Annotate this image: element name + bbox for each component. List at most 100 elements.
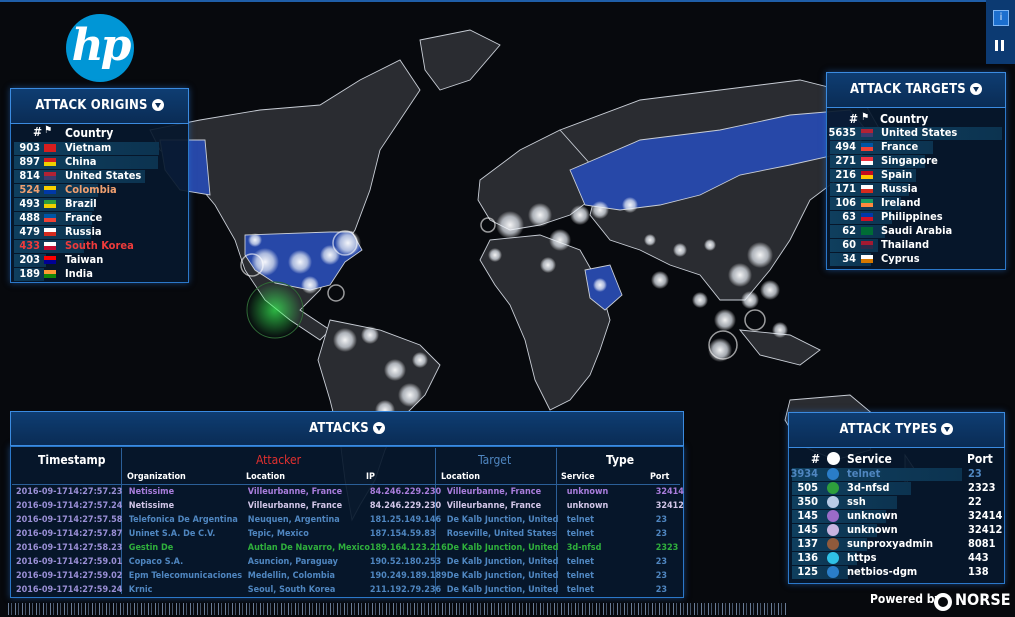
list-item: 350 ssh 22 (788, 495, 1000, 509)
target-count: 5635 (828, 126, 856, 139)
service-dot-icon (827, 510, 839, 522)
origin-count: 479 (19, 225, 40, 238)
attack-types-header[interactable]: ATTACK TYPES (788, 412, 1005, 448)
type-port: 32414 (968, 509, 1003, 522)
table-row[interactable]: 2016-09-17 14:27:57.87 Uninet S.A. De C.V.… (16, 527, 690, 541)
origin-country: India (65, 267, 93, 280)
info-button[interactable]: i (993, 10, 1009, 26)
origin-country: Brazil (65, 197, 97, 210)
attack-ip: 190.52.180.253 (369, 557, 442, 567)
top-border (0, 0, 1015, 2)
attack-date: 2016-09-17 (16, 557, 68, 567)
flag-icon-cn (44, 158, 56, 166)
type-port: 443 (968, 551, 989, 564)
target-count: 60 (842, 238, 856, 251)
attack-origins-header[interactable]: ATTACK ORIGINS (10, 88, 189, 124)
flag-icon-br (44, 200, 56, 208)
type-port: 2323 (968, 481, 996, 494)
collapse-icon[interactable] (372, 422, 385, 434)
attack-org: Telefonica De Argentina (128, 515, 238, 525)
table-row[interactable]: 2016-09-17 14:27:59.24 Krnic Seoul, South K… (16, 583, 690, 597)
attacks-header[interactable]: ATTACKS (10, 411, 684, 446)
target-bar (830, 141, 933, 154)
attacks-sub-service: Service (561, 472, 595, 482)
origin-count: 524 (19, 183, 40, 196)
flag-icon-ie (861, 199, 873, 207)
type-count: 145 (797, 523, 818, 536)
service-dot-icon (827, 482, 839, 494)
attacks-col-timestamp: Timestamp (38, 453, 106, 467)
collapse-icon[interactable] (941, 423, 954, 435)
origin-count: 433 (19, 239, 40, 252)
attacks-col-divider (121, 448, 122, 594)
collapse-icon[interactable] (969, 83, 982, 95)
flag-icon-sa (861, 227, 873, 235)
attack-org: Copaco S.A. (128, 557, 184, 567)
targets-col-num: # (849, 112, 859, 126)
norse-logo-icon (934, 593, 952, 611)
attack-port: 32414 (655, 487, 684, 497)
target-count: 63 (842, 210, 856, 223)
flag-icon-fr (861, 143, 873, 151)
attack-date: 2016-09-17 (16, 487, 68, 497)
attack-loc: Asuncion, Paraguay (247, 557, 338, 567)
target-country: Ireland (881, 196, 921, 209)
attack-tloc: Villeurbanne, France (446, 501, 542, 511)
type-port: 22 (968, 495, 982, 508)
flag-icon-ru (44, 228, 56, 236)
side-controls: i (986, 0, 1015, 64)
list-item: 479 Russia (14, 225, 184, 239)
table-row[interactable]: 2016-09-17 14:27:59.02 Epm Telecomunicacio… (16, 569, 690, 583)
table-row[interactable]: 2016-09-17 14:27:58.23 Gestin De Autlan De … (16, 541, 690, 555)
greenland-land (419, 29, 501, 91)
list-item: 189 India (14, 267, 184, 281)
attacks-col-attacker: Attacker (256, 453, 302, 467)
table-row[interactable]: 2016-09-17 14:27:59.01 Copaco S.A. Asuncion… (16, 555, 690, 569)
target-bar (830, 127, 1002, 140)
list-item: 60 Thailand (826, 238, 1001, 252)
table-row[interactable]: 2016-09-17 14:27:57.58 Telefonica De Argen… (16, 513, 690, 527)
list-item: 494 France (826, 140, 1001, 154)
target-count: 494 (835, 140, 856, 153)
powered-by-label: Powered by (870, 592, 942, 606)
target-count: 62 (842, 224, 856, 237)
list-item: 137 sunproxyadmin 8081 (788, 537, 1000, 551)
africa-land (479, 234, 611, 411)
flag-icon-th (861, 241, 873, 249)
origin-bar (14, 268, 44, 281)
attack-markers (248, 197, 788, 420)
origin-count: 189 (19, 267, 40, 280)
types-col-port: Port (967, 452, 993, 466)
attack-time: 14:27:59.01 (67, 557, 123, 567)
table-row[interactable]: 2016-09-17 14:27:57.23 Netissime Villeurban… (16, 485, 690, 499)
attack-time: 14:27:57.58 (67, 515, 123, 525)
collapse-icon[interactable] (151, 99, 164, 111)
attack-targets-header[interactable]: ATTACK TARGETS (826, 72, 1006, 108)
attack-port: 23 (655, 557, 668, 567)
attack-service: 3d-nfsd (566, 543, 602, 553)
attacks-col-divider (435, 448, 436, 594)
attack-loc: Medellin, Colombia (247, 571, 335, 581)
attack-tloc: Villeurbanne, France (446, 487, 542, 497)
target-bar (830, 253, 871, 266)
origin-country: Taiwan (65, 253, 104, 266)
pause-button[interactable] (995, 40, 998, 51)
attacks-title: ATTACKS (309, 421, 369, 436)
list-item: 488 France (14, 211, 184, 225)
attack-port: 23 (655, 585, 668, 595)
targets-col-country: Country (880, 112, 929, 126)
list-item: 271 Singapore (826, 154, 1001, 168)
attacks-table: 2016-09-17 14:27:57.23 Netissime Villeurban… (16, 485, 690, 597)
origin-bar (14, 184, 98, 197)
flag-icon-us (44, 172, 56, 180)
list-item: 493 Brazil (14, 197, 184, 211)
type-count: 136 (797, 551, 818, 564)
table-row[interactable]: 2016-09-17 14:27:57.24 Netissime Villeurban… (16, 499, 690, 513)
list-item: 62 Saudi Arabia (826, 224, 1001, 238)
service-dot-icon (827, 524, 839, 536)
target-count: 106 (835, 196, 856, 209)
flag-icon-cy (861, 255, 873, 263)
origin-count: 493 (19, 197, 40, 210)
attack-time: 14:27:57.87 (67, 529, 123, 539)
origin-country: China (65, 155, 97, 168)
